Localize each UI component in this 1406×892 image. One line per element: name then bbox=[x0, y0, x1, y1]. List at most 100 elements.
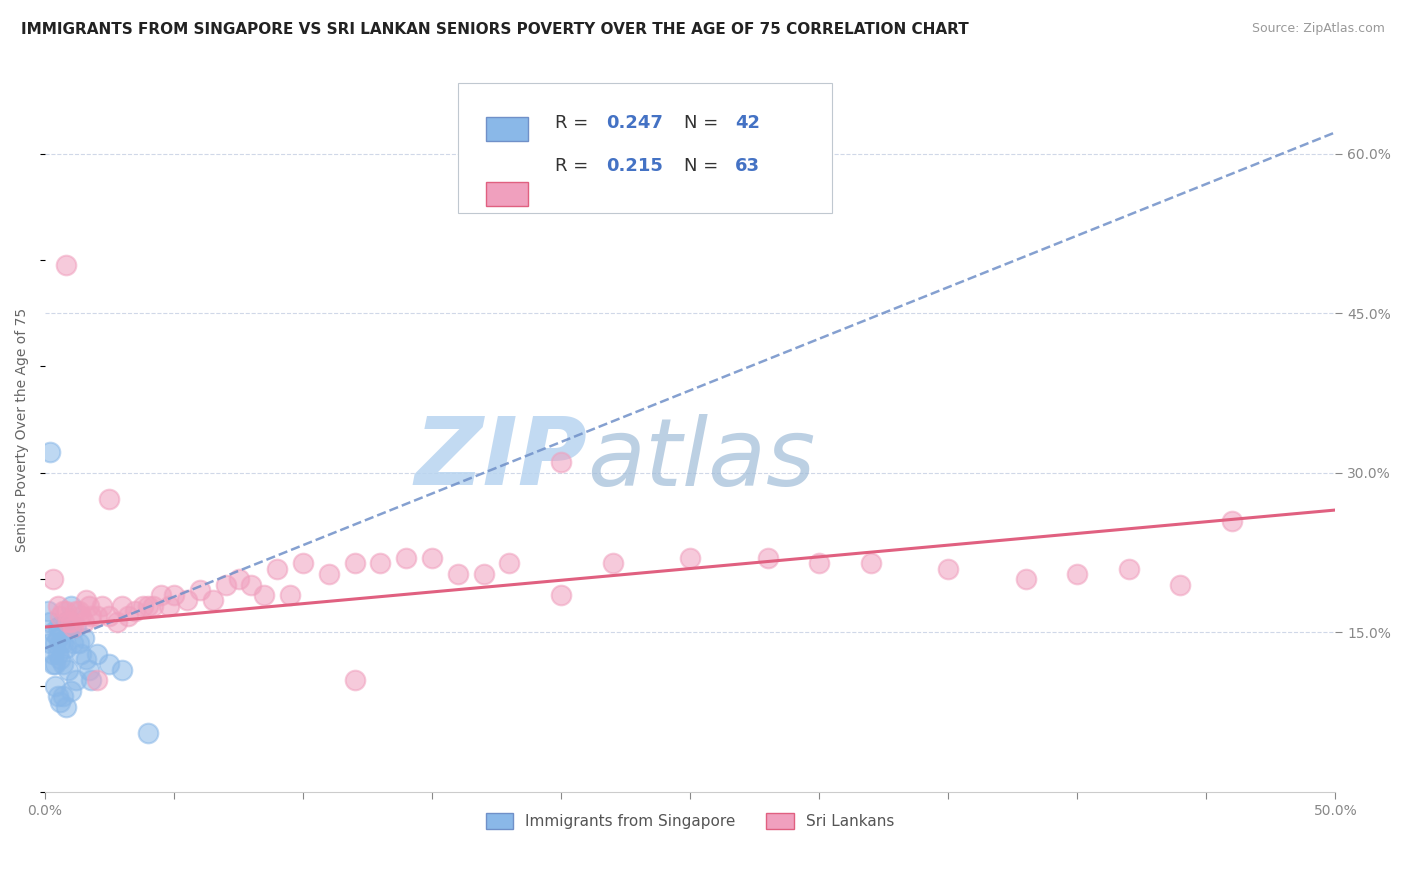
Point bbox=[49, 694, 72, 708]
Point bbox=[86, 647, 108, 661]
Point bbox=[44, 679, 66, 693]
Point bbox=[52, 636, 75, 650]
Point bbox=[41, 657, 63, 672]
Point bbox=[41, 572, 63, 586]
Point bbox=[75, 652, 97, 666]
Point bbox=[80, 609, 103, 624]
Point bbox=[90, 599, 112, 613]
Text: N =: N = bbox=[683, 114, 724, 132]
Point bbox=[70, 609, 93, 624]
Point bbox=[163, 588, 186, 602]
Point bbox=[136, 599, 159, 613]
Point bbox=[55, 615, 77, 629]
Text: ZIP: ZIP bbox=[413, 413, 586, 505]
Text: 63: 63 bbox=[735, 157, 761, 175]
Point bbox=[214, 577, 236, 591]
Point bbox=[472, 566, 495, 581]
Point bbox=[343, 556, 366, 570]
Point bbox=[65, 673, 87, 688]
Text: 0.215: 0.215 bbox=[606, 157, 664, 175]
Point bbox=[46, 620, 69, 634]
Point bbox=[41, 625, 63, 640]
Y-axis label: Seniors Poverty Over the Age of 75: Seniors Poverty Over the Age of 75 bbox=[15, 308, 30, 552]
Point bbox=[679, 550, 702, 565]
Point bbox=[111, 599, 134, 613]
Point bbox=[150, 588, 173, 602]
Point bbox=[86, 609, 108, 624]
Point bbox=[936, 561, 959, 575]
Text: R =: R = bbox=[554, 114, 593, 132]
Point bbox=[498, 556, 520, 570]
Point bbox=[73, 615, 96, 629]
Point bbox=[1066, 566, 1088, 581]
Point bbox=[142, 599, 165, 613]
Point bbox=[58, 663, 80, 677]
Point bbox=[49, 609, 72, 624]
Point bbox=[808, 556, 831, 570]
Point bbox=[39, 444, 62, 458]
Point bbox=[77, 599, 100, 613]
Point bbox=[1014, 572, 1036, 586]
Point bbox=[62, 636, 84, 650]
Point bbox=[46, 599, 69, 613]
Point bbox=[37, 604, 59, 618]
Point bbox=[41, 647, 63, 661]
Point bbox=[67, 636, 90, 650]
Bar bbox=[486, 182, 527, 206]
Point bbox=[395, 550, 418, 565]
Point bbox=[447, 566, 470, 581]
Point bbox=[266, 561, 288, 575]
Point bbox=[77, 663, 100, 677]
Point bbox=[59, 620, 82, 634]
Point bbox=[73, 631, 96, 645]
Bar bbox=[486, 117, 527, 141]
Point bbox=[80, 673, 103, 688]
Point bbox=[602, 556, 624, 570]
Point bbox=[201, 593, 224, 607]
Point bbox=[188, 582, 211, 597]
Text: R =: R = bbox=[554, 157, 593, 175]
Point bbox=[58, 620, 80, 634]
Point bbox=[59, 684, 82, 698]
Point bbox=[59, 615, 82, 629]
Point bbox=[292, 556, 315, 570]
Point bbox=[49, 620, 72, 634]
Point bbox=[46, 631, 69, 645]
Point bbox=[65, 620, 87, 634]
Point bbox=[55, 641, 77, 656]
Point bbox=[176, 593, 198, 607]
Text: 42: 42 bbox=[735, 114, 761, 132]
Text: atlas: atlas bbox=[586, 414, 815, 505]
Point bbox=[86, 673, 108, 688]
Point bbox=[52, 657, 75, 672]
Point bbox=[70, 647, 93, 661]
Point bbox=[240, 577, 263, 591]
Point bbox=[117, 609, 139, 624]
Point bbox=[420, 550, 443, 565]
Point bbox=[52, 690, 75, 704]
Point bbox=[65, 604, 87, 618]
Point bbox=[370, 556, 392, 570]
Point bbox=[228, 572, 250, 586]
Point bbox=[157, 599, 180, 613]
Point bbox=[98, 492, 121, 507]
Point bbox=[39, 615, 62, 629]
Point bbox=[55, 699, 77, 714]
Point bbox=[55, 258, 77, 272]
Point bbox=[67, 604, 90, 618]
Point bbox=[550, 455, 572, 469]
Point bbox=[343, 673, 366, 688]
Point bbox=[1170, 577, 1192, 591]
Point bbox=[124, 604, 146, 618]
Text: N =: N = bbox=[683, 157, 724, 175]
Point bbox=[49, 636, 72, 650]
Point bbox=[278, 588, 301, 602]
Point bbox=[318, 566, 340, 581]
Point bbox=[44, 657, 66, 672]
Point bbox=[46, 690, 69, 704]
Point bbox=[105, 615, 128, 629]
Point bbox=[859, 556, 882, 570]
Text: 0.247: 0.247 bbox=[606, 114, 664, 132]
Point bbox=[62, 620, 84, 634]
Point bbox=[550, 588, 572, 602]
